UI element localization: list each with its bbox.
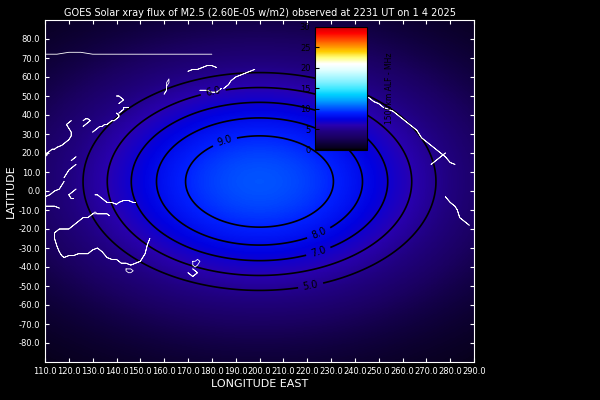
Text: 6.0: 6.0 <box>205 86 221 98</box>
Text: 7.0: 7.0 <box>310 245 327 259</box>
Text: 8.0: 8.0 <box>310 226 328 241</box>
Title: GOES Solar xray flux of M2.5 (2.60E-05 w/m2) observed at 2231 UT on 1 4 2025: GOES Solar xray flux of M2.5 (2.60E-05 w… <box>64 8 455 18</box>
Text: 9.0: 9.0 <box>216 134 233 148</box>
Text: 5.0: 5.0 <box>302 279 319 292</box>
X-axis label: LONGITUDE EAST: LONGITUDE EAST <box>211 379 308 389</box>
Y-axis label: LATITUDE: LATITUDE <box>6 164 16 218</box>
